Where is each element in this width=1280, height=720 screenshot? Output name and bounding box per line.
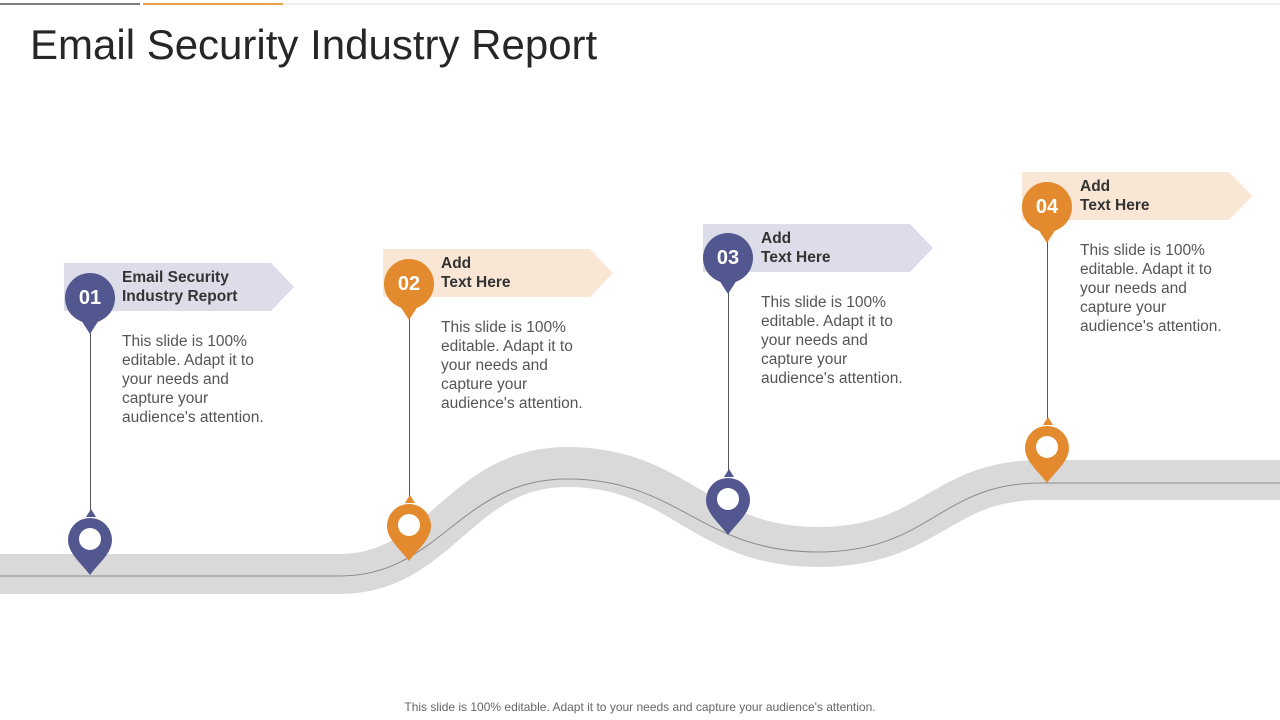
location-pin-icon — [387, 504, 431, 561]
step-number-badge-1: 01 — [65, 273, 115, 323]
road-band — [0, 446, 1280, 594]
step-description-2: This slide is 100% editable. Adapt it to… — [441, 319, 583, 412]
step-banner-arrow-1 — [64, 263, 294, 311]
top-accent-line-orange — [143, 3, 283, 5]
step-description-3: This slide is 100% editable. Adapt it to… — [761, 294, 903, 387]
page-title: Email Security Industry Report — [30, 21, 598, 68]
location-pin-icon — [1025, 426, 1069, 483]
step-banner-arrow-2 — [383, 249, 613, 297]
step-number-badge-4: 04 — [1022, 182, 1072, 232]
footer-note: This slide is 100% editable. Adapt it to… — [404, 700, 876, 714]
step-number-badge-3: 03 — [703, 233, 753, 283]
step-connector-1 — [90, 323, 91, 517]
step-banner-3 — [703, 224, 933, 272]
step-description-4: This slide is 100% editable. Adapt it to… — [1080, 242, 1222, 335]
step-label-3: Add Text Here — [761, 230, 831, 266]
top-accent-line-light — [283, 3, 1280, 5]
step-connector-2 — [409, 309, 410, 503]
step-label-1: Email Security Industry Report — [122, 269, 238, 305]
step-connector-4 — [1047, 232, 1048, 425]
location-pin-icon — [68, 518, 112, 575]
step-label-4: Add Text Here — [1080, 178, 1150, 214]
step-label-2: Add Text Here — [441, 255, 511, 291]
step-connector-3 — [728, 283, 729, 477]
step-banner-2 — [383, 249, 613, 297]
step-description-1: This slide is 100% editable. Adapt it to… — [122, 333, 264, 426]
top-accent-line-dark — [0, 3, 140, 5]
step-banner-4 — [1022, 172, 1252, 220]
step-banner-1 — [64, 263, 294, 311]
road-center-line — [0, 478, 1280, 577]
location-pin-icon — [706, 478, 750, 535]
step-banner-arrow-4 — [1022, 172, 1252, 220]
step-banner-arrow-3 — [703, 224, 933, 272]
step-number-badge-2: 02 — [384, 259, 434, 309]
